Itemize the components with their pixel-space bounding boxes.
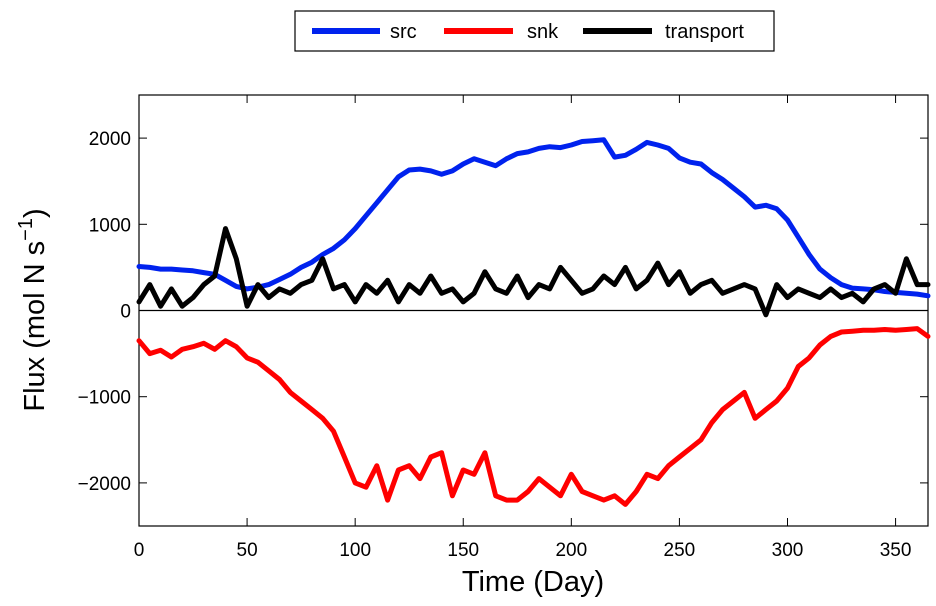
plot-area xyxy=(136,94,931,527)
x-tick-label: 350 xyxy=(880,540,912,561)
y-tick-label: 2000 xyxy=(89,129,131,150)
series-group xyxy=(136,137,931,507)
y-tick-label: −2000 xyxy=(78,474,131,495)
legend: src snk transport xyxy=(294,10,775,52)
series-line-src xyxy=(136,137,931,299)
x-tick-label: 0 xyxy=(134,540,145,561)
x-tick-label: 300 xyxy=(772,540,804,561)
x-axis: 0 50 100 150 200 250 300 350 xyxy=(134,95,912,561)
y-tick-label: 0 xyxy=(120,302,131,323)
x-tick-label: 50 xyxy=(237,540,258,561)
legend-label-snk: snk xyxy=(527,21,559,43)
y-axis-label-main: Flux (mol N s xyxy=(19,241,51,412)
legend-label-src: src xyxy=(390,21,417,43)
y-tick-label: 1000 xyxy=(89,215,131,236)
y-axis-label-exponent: −1 xyxy=(15,218,37,241)
x-tick-label: 250 xyxy=(664,540,696,561)
y-axis-label-close: ) xyxy=(19,208,51,218)
legend-label-transport: transport xyxy=(665,21,744,43)
x-axis-label: Time (Day) xyxy=(462,566,604,598)
series-line-snk xyxy=(136,326,931,507)
y-tick-label: −1000 xyxy=(78,388,131,409)
y-axis-label: Flux (mol N s−1) xyxy=(15,208,51,411)
series-line-transport xyxy=(136,226,931,318)
x-tick-label: 200 xyxy=(555,540,587,561)
x-tick-label: 150 xyxy=(447,540,479,561)
x-tick-label: 100 xyxy=(339,540,371,561)
y-axis: 2000 1000 0 −1000 −2000 xyxy=(78,129,928,495)
